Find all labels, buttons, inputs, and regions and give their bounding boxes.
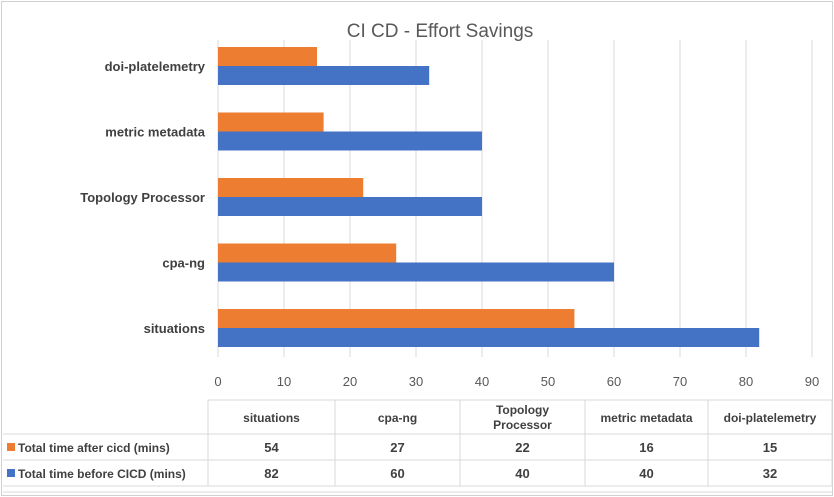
table-value: 82 xyxy=(264,466,278,481)
legend-label: Total time before CICD (mins) xyxy=(18,467,186,481)
table-value: 16 xyxy=(639,440,653,455)
table-header: doi-platelemetry xyxy=(724,411,817,425)
table-header: situations xyxy=(243,411,300,425)
legend-key xyxy=(7,469,15,477)
bar-after xyxy=(218,112,324,132)
table-header: metric metadata xyxy=(600,411,692,425)
bar-after xyxy=(218,178,364,197)
bar-after xyxy=(218,47,317,66)
table-value: 40 xyxy=(639,466,653,481)
table-value: 60 xyxy=(390,466,404,481)
table-value: 40 xyxy=(515,466,529,481)
bar-before xyxy=(218,131,482,151)
x-tick-label: 70 xyxy=(673,374,687,389)
legend-key xyxy=(7,443,15,451)
bar-before xyxy=(218,328,760,347)
y-category-label: doi-platelemetry xyxy=(105,59,206,74)
x-tick-label: 50 xyxy=(541,374,555,389)
x-tick-label: 40 xyxy=(475,374,489,389)
x-tick-label: 0 xyxy=(214,374,221,389)
y-category-label: cpa-ng xyxy=(162,256,205,271)
table-value: 27 xyxy=(390,440,404,455)
y-category-label: situations xyxy=(144,321,205,336)
bar-before xyxy=(218,197,482,216)
legend-label: Total time after cicd (mins) xyxy=(18,441,170,455)
table-value: 32 xyxy=(763,466,777,481)
table-header: cpa-ng xyxy=(378,411,417,425)
table-value: 22 xyxy=(515,440,529,455)
table-value: 15 xyxy=(763,440,777,455)
x-tick-label: 90 xyxy=(805,374,819,389)
x-tick-label: 30 xyxy=(409,374,423,389)
table-header: Topology xyxy=(496,403,549,417)
y-category-label: metric metadata xyxy=(105,125,205,140)
chart-title: CI CD - Effort Savings xyxy=(347,21,534,42)
y-category-label: Topology Processor xyxy=(80,190,205,205)
bar-before xyxy=(218,66,430,85)
x-tick-label: 60 xyxy=(607,374,621,389)
table-header: Processor xyxy=(493,418,552,432)
bar-before xyxy=(218,262,614,282)
x-tick-label: 20 xyxy=(343,374,357,389)
x-tick-label: 10 xyxy=(277,374,291,389)
bar-after xyxy=(218,243,397,263)
x-tick-label: 80 xyxy=(739,374,753,389)
table-value: 54 xyxy=(264,440,279,455)
bar-after xyxy=(218,309,575,328)
